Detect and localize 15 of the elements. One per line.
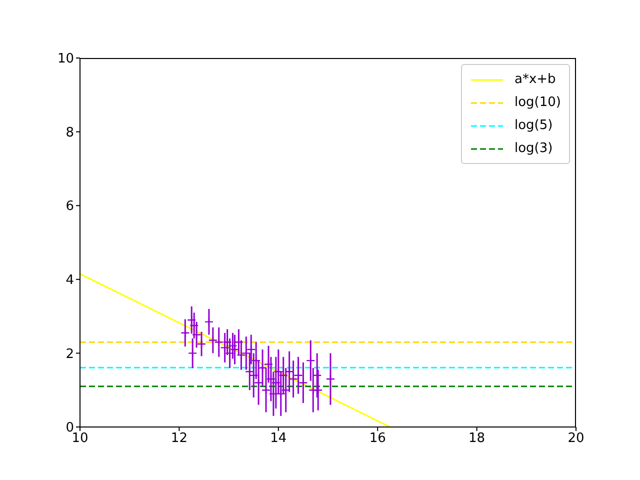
y-tick-label: 0: [66, 420, 74, 436]
y-tick-label: 2: [66, 346, 74, 362]
x-tick-label: 18: [468, 431, 486, 446]
x-tick-label: 16: [369, 431, 386, 446]
x-tick-label: 20: [568, 431, 584, 446]
y-tick-label: 8: [66, 125, 74, 140]
legend-label: log(10): [514, 95, 561, 110]
x-tick-label: 14: [270, 431, 287, 446]
legend-label: log(5): [514, 118, 553, 133]
y-tick-label: 10: [57, 52, 74, 67]
legend-label: a*x+b: [514, 72, 556, 87]
legend-label: log(3): [514, 141, 553, 156]
y-tick-label: 4: [66, 273, 74, 288]
x-tick-label: 12: [170, 431, 188, 446]
y-tick-label: 6: [66, 199, 74, 214]
